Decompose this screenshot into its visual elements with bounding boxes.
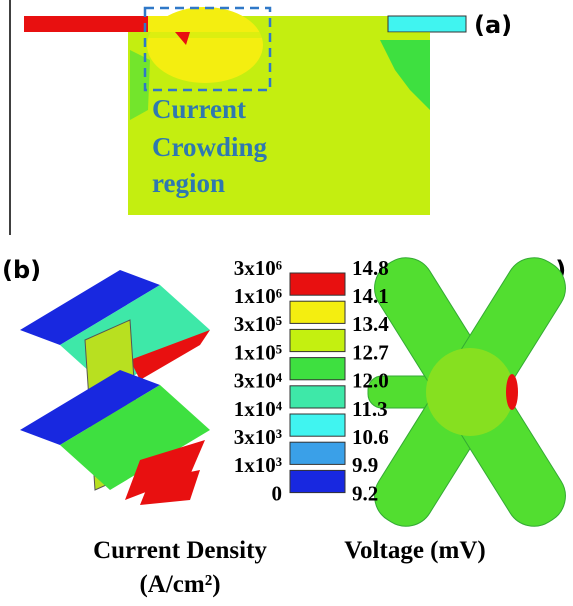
voltage-label: 10.6 [352,425,389,449]
strip-red [24,16,148,32]
legend-swatch [290,386,345,408]
legend-swatch [290,358,345,380]
strip-cyan [388,16,466,32]
legend-swatch [290,442,345,464]
legend-swatch [290,329,345,351]
panel-label: (a) [474,11,512,39]
current-label: 0 [272,481,283,505]
legend-title: Current Density [93,537,267,564]
current-label: 3x10⁵ [234,312,282,336]
legend-swatch [290,414,345,436]
legend-swatch [290,470,345,492]
voltage-label: 14.1 [352,284,389,308]
crowding-yellow [147,7,263,83]
current-label: 3x10⁴ [234,369,283,393]
current-label: 3x10³ [234,425,282,449]
legend-swatch [290,301,345,323]
legend-title: Voltage (mV) [344,537,485,564]
model-b [20,270,210,505]
current-label: 1x10³ [234,453,282,477]
current-label: 3x10⁶ [234,256,282,280]
current-label: 1x10⁴ [234,397,283,421]
green-region [130,50,150,120]
legend-swatch [290,273,345,295]
voltage-label: 12.0 [352,369,389,393]
annotation: Crowding [152,132,268,162]
voltage-label: 12.7 [352,340,389,364]
voltage-label: 13.4 [352,312,389,336]
figure: Current Crowding region (a) (b) (c) 3x10… [0,0,573,606]
voltage-label: 14.8 [352,256,389,280]
current-label: 1x10⁶ [234,284,282,308]
voltage-label: 9.2 [352,481,378,505]
voltage-label: 9.9 [352,453,378,477]
legend-unit: (A/cm²) [139,571,220,598]
body-edge [128,32,430,38]
annotation: Current [152,94,246,124]
voltage-label: 11.3 [352,397,388,421]
strip-green [238,16,388,32]
annotation: region [152,168,225,198]
panel-label: (b) [2,256,41,284]
current-label: 1x10⁵ [234,340,282,364]
model-c [364,247,573,537]
